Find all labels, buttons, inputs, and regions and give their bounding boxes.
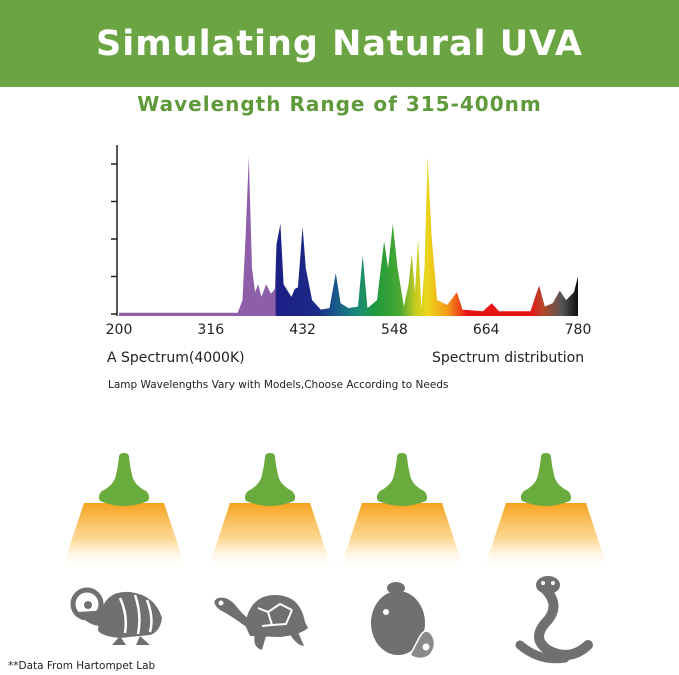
x-tick-label: 548: [381, 322, 408, 338]
caption-left: A Spectrum(4000K): [107, 350, 245, 366]
x-tick-label: 316: [197, 322, 224, 338]
subtitle: Wavelength Range of 315-400nm: [137, 92, 542, 116]
note-text: Lamp Wavelengths Vary with Models,Choose…: [108, 379, 449, 391]
x-tick-label: 664: [473, 322, 500, 338]
lamps-and-animals: [62, 453, 608, 664]
x-tick-label: 200: [106, 322, 133, 338]
spectrum-chart: 200 316 432 548 664 780: [106, 145, 592, 338]
chameleon-icon: [70, 587, 162, 645]
caption-right: Spectrum distribution: [432, 350, 585, 366]
tortoise-icon: [214, 595, 308, 650]
footnote: **Data From Hartompet Lab: [8, 660, 156, 672]
spectrum-area: [119, 157, 578, 316]
x-tick-label: 780: [565, 322, 592, 338]
lamp-4: [484, 453, 608, 569]
bearded-dragon-icon: [371, 582, 436, 660]
x-tick-label: 432: [289, 322, 316, 338]
snake-icon: [515, 576, 593, 664]
lamp-3: [340, 453, 464, 569]
lamp-2: [208, 453, 332, 569]
lamp-1: [62, 453, 186, 569]
title-banner: Simulating Natural UVA: [0, 0, 679, 87]
page-title: Simulating Natural UVA: [96, 23, 583, 64]
